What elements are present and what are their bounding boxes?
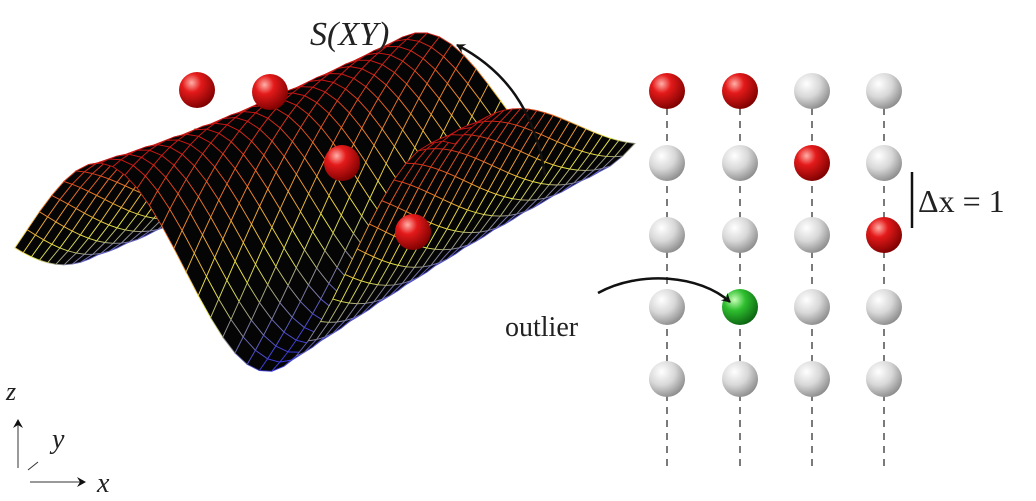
selected-ball [722, 73, 758, 109]
lattice-ball [866, 289, 902, 325]
lattice-ball [866, 145, 902, 181]
lattice-ball [722, 361, 758, 397]
axis-x-label: x [96, 468, 110, 499]
axis-y-label: y [49, 424, 65, 455]
lattice-ball [722, 145, 758, 181]
sample-ball [179, 72, 215, 108]
lattice-ball [866, 73, 902, 109]
y-axis [28, 462, 38, 470]
outlier-label: outlier [505, 312, 579, 343]
lattice-ball [649, 217, 685, 253]
selected-ball [866, 217, 902, 253]
lattice-ball [649, 145, 685, 181]
lattice [649, 73, 902, 472]
lattice-ball [649, 361, 685, 397]
lattice-ball [649, 289, 685, 325]
lattice-ball [794, 217, 830, 253]
lattice-ball [866, 361, 902, 397]
figure: S(XY) outlier Δx = 1 z y x [0, 0, 1036, 501]
lattice-ball [794, 289, 830, 325]
sample-ball [395, 214, 431, 250]
axis-z-label: z [5, 377, 16, 406]
lattice-ball [794, 361, 830, 397]
selected-ball [794, 145, 830, 181]
lattice-ball [794, 73, 830, 109]
selected-ball [649, 73, 685, 109]
spacing-label: Δx = 1 [918, 183, 1005, 219]
sample-ball [252, 74, 288, 110]
surface-label: S(XY) [310, 16, 389, 53]
outlier-ball [722, 289, 758, 325]
sample-ball [324, 145, 360, 181]
lattice-ball [722, 217, 758, 253]
